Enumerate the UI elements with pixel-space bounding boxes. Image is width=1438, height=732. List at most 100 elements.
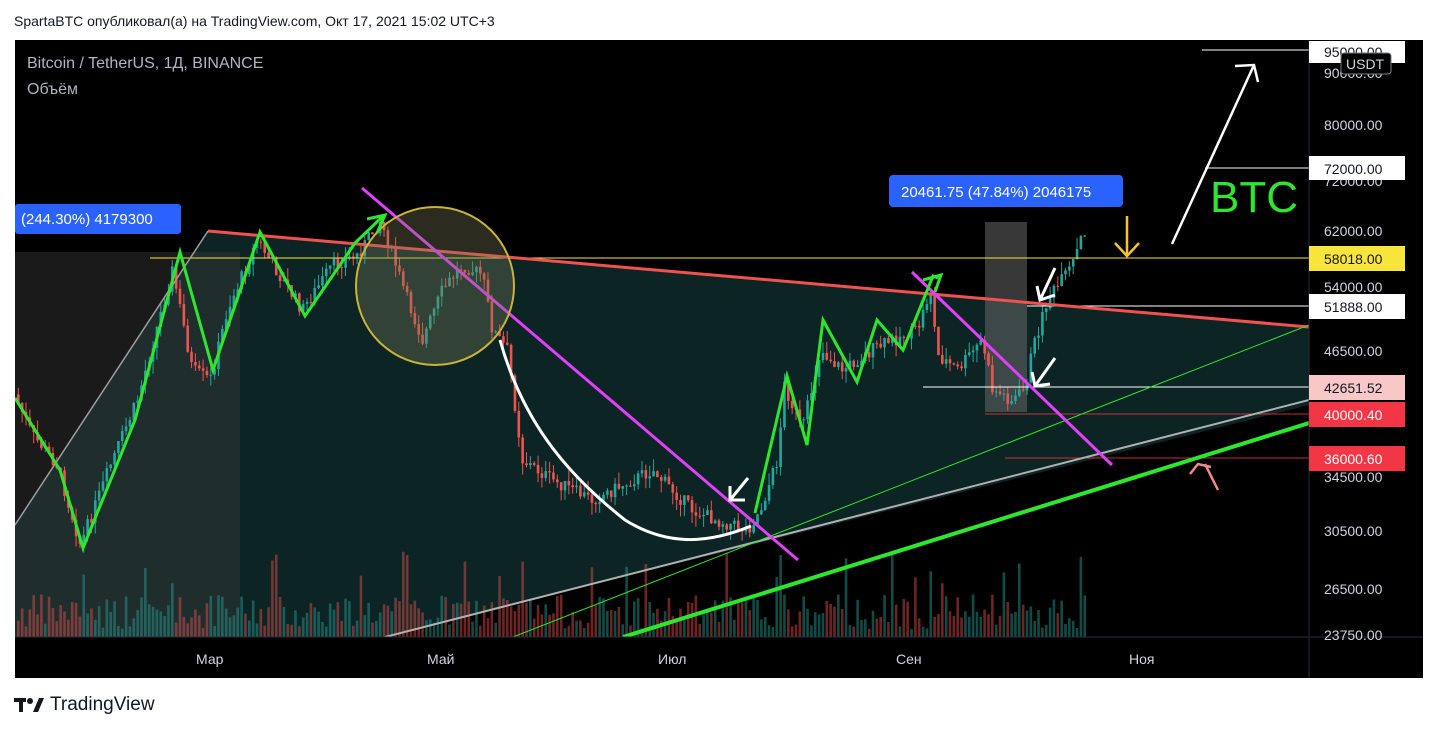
volume-bar bbox=[351, 625, 355, 637]
candle bbox=[679, 494, 682, 517]
price-tick: 26500.00 bbox=[1324, 581, 1383, 597]
candle bbox=[525, 452, 528, 468]
volume-bar bbox=[609, 610, 613, 637]
price-axis[interactable]: 90000.00 80000.00 72000.00 62000.00 5400… bbox=[1309, 41, 1405, 643]
candle bbox=[613, 478, 617, 506]
volume-bar bbox=[821, 613, 825, 637]
candle bbox=[1006, 387, 1010, 411]
volume-bar bbox=[941, 583, 944, 637]
candle bbox=[656, 470, 659, 478]
price-tick: 80000.00 bbox=[1324, 117, 1383, 133]
candle bbox=[779, 418, 782, 476]
candle bbox=[482, 271, 486, 290]
measure-box-left bbox=[15, 252, 240, 637]
volume-bar bbox=[1018, 563, 1021, 637]
measure-badge-left-text: (244.30%) 4179300 bbox=[21, 211, 153, 228]
volume-bar bbox=[209, 595, 213, 637]
candle bbox=[209, 367, 213, 386]
channel-line-1 bbox=[361, 186, 799, 562]
volume-bar bbox=[263, 625, 266, 637]
time-tick: Сен bbox=[896, 651, 922, 667]
candle bbox=[1002, 388, 1006, 401]
volume-bar bbox=[629, 625, 632, 637]
candle bbox=[698, 506, 702, 519]
candle bbox=[467, 269, 471, 276]
volume-bar bbox=[190, 617, 193, 637]
plot-area[interactable]: BTC bbox=[15, 49, 1309, 637]
volume-bar bbox=[325, 626, 328, 637]
pullback-arrow-icon bbox=[1114, 216, 1140, 258]
candle bbox=[636, 470, 640, 490]
volume-bar bbox=[436, 617, 440, 637]
svg-text:58018.00: 58018.00 bbox=[1324, 251, 1383, 267]
highlight-circle bbox=[355, 206, 515, 366]
volume-bar bbox=[921, 626, 925, 637]
volume-bar bbox=[248, 620, 251, 637]
wave-zigzag-line bbox=[15, 213, 386, 553]
volume-bar bbox=[517, 604, 521, 637]
candle bbox=[444, 278, 447, 288]
candle bbox=[325, 263, 328, 286]
volume-bar bbox=[417, 608, 420, 637]
candle bbox=[609, 490, 613, 503]
volume-bar bbox=[305, 612, 309, 637]
wave-arrow-head-1 bbox=[366, 212, 388, 234]
volume-bar bbox=[459, 603, 463, 637]
candle bbox=[425, 326, 428, 349]
tradingview-logo-icon bbox=[14, 698, 44, 712]
candle bbox=[875, 340, 879, 349]
volume-bar bbox=[97, 605, 101, 637]
chart-panel[interactable]: BTC (244.30%) 4179300 20461.75 (47.84%) … bbox=[15, 40, 1423, 678]
volume-bar bbox=[721, 600, 725, 637]
volume-bar bbox=[794, 624, 798, 637]
candle bbox=[837, 360, 840, 371]
candle bbox=[817, 359, 821, 387]
volume-bar bbox=[155, 609, 159, 637]
volume-bar bbox=[197, 615, 201, 637]
candle bbox=[413, 306, 417, 328]
volume-bar bbox=[367, 602, 370, 637]
candle bbox=[887, 335, 890, 344]
candle bbox=[760, 503, 763, 516]
volume-bar bbox=[444, 597, 447, 637]
candle bbox=[182, 294, 186, 328]
volume-bar bbox=[733, 619, 736, 637]
volume-bar bbox=[159, 611, 163, 637]
candle bbox=[194, 353, 197, 371]
candle bbox=[987, 351, 990, 367]
time-axis[interactable]: Мар Май Июл Сен Ноя bbox=[196, 651, 1154, 667]
volume-bar bbox=[575, 620, 578, 637]
candle bbox=[455, 261, 459, 286]
volume-bar bbox=[494, 622, 497, 637]
triangle-lower-line bbox=[15, 230, 209, 526]
level-badge-36000: 36000.60 bbox=[1309, 446, 1405, 471]
volume-bar bbox=[879, 616, 882, 637]
volume-bar bbox=[328, 603, 332, 637]
volume-bar bbox=[294, 610, 297, 637]
volume-bar bbox=[729, 597, 732, 637]
candle bbox=[479, 260, 482, 282]
volume-bar bbox=[205, 603, 209, 637]
volume-bar bbox=[47, 596, 51, 637]
volume-bar bbox=[579, 620, 582, 637]
candle bbox=[494, 329, 497, 334]
volume-bar bbox=[70, 602, 74, 637]
candle bbox=[190, 346, 193, 369]
candle bbox=[683, 494, 686, 517]
volume-bar bbox=[802, 596, 805, 637]
candle bbox=[94, 490, 97, 534]
volume-bar bbox=[671, 616, 675, 637]
candle bbox=[883, 337, 886, 358]
volume-bar bbox=[136, 610, 139, 637]
volume-bar bbox=[448, 624, 451, 637]
wave-arrow-head-2 bbox=[922, 272, 944, 293]
price-chart[interactable]: BTC (244.30%) 4179300 20461.75 (47.84%) … bbox=[15, 40, 1423, 678]
volume-bar bbox=[933, 616, 936, 637]
candle bbox=[833, 352, 836, 368]
candle bbox=[763, 497, 767, 511]
volume-bar bbox=[363, 615, 367, 637]
volume-bar bbox=[55, 621, 59, 637]
support-trendline-thin-green bbox=[512, 324, 1309, 637]
volume-bar bbox=[144, 567, 147, 637]
candle bbox=[428, 314, 432, 331]
